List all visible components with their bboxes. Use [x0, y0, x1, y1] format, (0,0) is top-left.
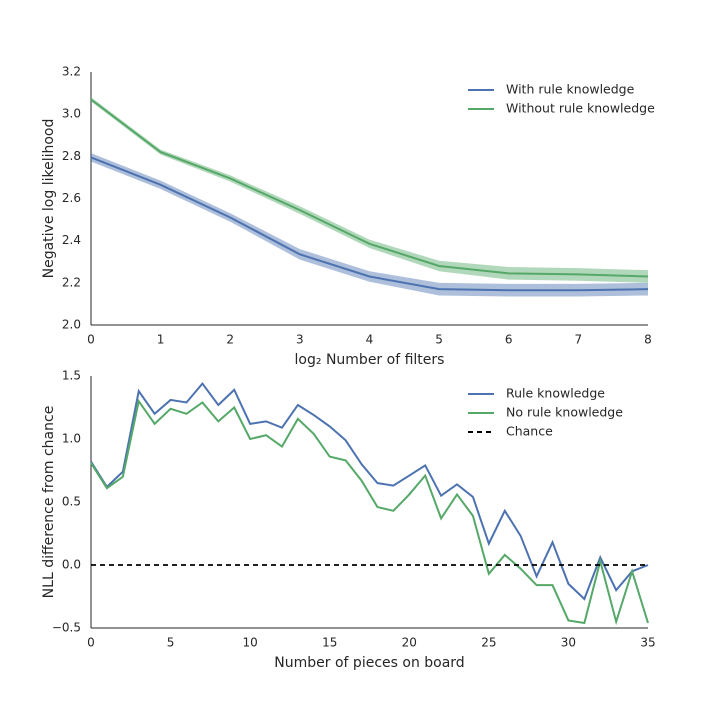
- x-tick-label: 6: [505, 333, 513, 347]
- y-tick-label: 2.2: [62, 275, 81, 289]
- x-tick-label: 5: [435, 333, 443, 347]
- y-tick-label: −0.5: [52, 621, 81, 635]
- x-tick-label: 0: [87, 333, 95, 347]
- x-tick-label: 25: [481, 636, 496, 650]
- line: [90, 156, 649, 292]
- y-tick-label: 1.0: [62, 432, 81, 446]
- x-tick-label: 4: [366, 333, 374, 347]
- x-tick-label: 2: [226, 333, 234, 347]
- y-axis-title: Negative log likelihood: [41, 119, 57, 279]
- x-tick-label: 7: [575, 333, 583, 347]
- error-band: [91, 97, 648, 283]
- x-tick-label: 0: [87, 636, 95, 650]
- y-axis-title: NLL difference from chance: [41, 406, 57, 599]
- x-tick-label: 35: [640, 636, 655, 650]
- y-tick-label: 2.8: [62, 149, 81, 163]
- y-tick-label: 1.5: [62, 369, 81, 383]
- y-tick-label: 3.0: [62, 107, 81, 121]
- legend-label: With rule knowledge: [506, 82, 635, 97]
- line: [90, 398, 649, 626]
- legend-label: No rule knowledge: [506, 405, 623, 420]
- x-tick-label: 3: [296, 333, 304, 347]
- y-tick-label: 0.5: [62, 495, 81, 509]
- x-axis-title: log₂ Number of filters: [295, 352, 445, 368]
- x-tick-label: 8: [644, 333, 652, 347]
- x-tick-label: 15: [322, 636, 337, 650]
- line: [90, 381, 649, 601]
- y-tick-label: 2.4: [62, 233, 81, 247]
- y-tick-label: 2.0: [62, 318, 81, 332]
- x-tick-label: 5: [167, 636, 175, 650]
- x-tick-label: 30: [561, 636, 576, 650]
- legend-label: Rule knowledge: [506, 386, 605, 401]
- line: [90, 98, 649, 278]
- x-tick-label: 20: [402, 636, 417, 650]
- y-tick-label: 2.6: [62, 191, 81, 205]
- y-tick-label: 3.2: [62, 65, 81, 79]
- legend-label: Without rule knowledge: [506, 101, 655, 116]
- x-tick-label: 1: [157, 333, 165, 347]
- x-tick-label: 10: [243, 636, 258, 650]
- y-tick-label: 0.0: [62, 558, 81, 572]
- x-axis-title: Number of pieces on board: [274, 655, 464, 671]
- legend-label: Chance: [506, 424, 553, 439]
